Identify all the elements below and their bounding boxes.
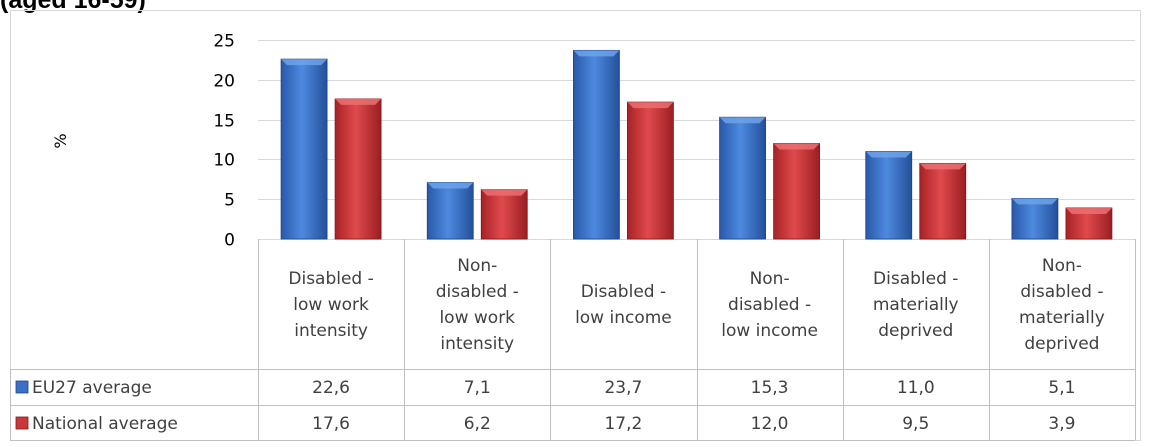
data-table-value: 7,1 bbox=[464, 378, 491, 398]
category-label: Non-disabled - materially deprived bbox=[1019, 256, 1105, 354]
y-tick-label: 10 bbox=[213, 151, 235, 171]
bar-eu27 bbox=[719, 116, 766, 240]
data-table-value: 11,0 bbox=[897, 378, 935, 398]
category-label-line: low work bbox=[293, 295, 369, 315]
data-table-value: 12,0 bbox=[751, 414, 789, 434]
bar-national bbox=[773, 143, 820, 240]
y-tick-label: 20 bbox=[213, 72, 235, 92]
bar-eu27 bbox=[865, 151, 913, 240]
data-table-value: 17,6 bbox=[312, 414, 350, 434]
y-axis-label: % bbox=[51, 133, 70, 148]
bar-bevel-top bbox=[719, 117, 766, 124]
category-label-line: Disabled - bbox=[288, 269, 373, 289]
bar-national bbox=[919, 162, 967, 240]
legend-label: National average bbox=[32, 414, 178, 434]
category-label-line: deprived bbox=[878, 321, 953, 341]
category-label-line: materially bbox=[1019, 308, 1105, 328]
category-label: Non-disabled - low income bbox=[721, 269, 818, 341]
bar-bevel-top bbox=[573, 50, 620, 57]
category-label-line: low work bbox=[439, 308, 515, 328]
category-label-line: intensity bbox=[294, 321, 368, 341]
category-label-line: low income bbox=[721, 321, 818, 341]
data-table-value: 17,2 bbox=[604, 414, 642, 434]
category-label: Disabled - materially deprived bbox=[873, 269, 959, 341]
category-label-line: Non- bbox=[1042, 256, 1082, 276]
data-table-value: 23,7 bbox=[604, 378, 642, 398]
y-tick-label: 5 bbox=[224, 191, 235, 211]
bar-bevel-top bbox=[281, 59, 328, 66]
category-label-line: materially bbox=[873, 295, 959, 315]
category-label-line: disabled - bbox=[728, 295, 811, 315]
data-table-value: 5,1 bbox=[1048, 378, 1075, 398]
bar-national bbox=[334, 98, 382, 240]
category-label-line: Non- bbox=[457, 256, 497, 276]
bar-eu27 bbox=[426, 182, 474, 240]
category-label-line: Disabled - bbox=[581, 282, 666, 302]
bar-eu27 bbox=[1011, 198, 1059, 240]
bar-national bbox=[627, 101, 674, 240]
bar-bevel-top bbox=[335, 98, 382, 105]
category-label-line: Non- bbox=[750, 269, 790, 289]
bar-eu27 bbox=[280, 58, 328, 240]
category-label-line: Disabled - bbox=[873, 269, 958, 289]
category-label-line: disabled - bbox=[1020, 282, 1103, 302]
category-label: Non-disabled - low work intensity bbox=[436, 256, 519, 354]
y-tick-label: 0 bbox=[224, 231, 235, 251]
data-table-value: 22,6 bbox=[312, 378, 350, 398]
category-label-line: low income bbox=[575, 308, 672, 328]
data-table-value: 15,3 bbox=[751, 378, 789, 398]
legend-label: EU27 average bbox=[32, 378, 152, 398]
y-tick-label: 15 bbox=[213, 112, 235, 132]
bar-bevel-top bbox=[481, 189, 528, 196]
data-table-value: 3,9 bbox=[1048, 414, 1075, 434]
legend-swatch-national bbox=[15, 416, 29, 430]
data-table-value: 9,5 bbox=[902, 414, 929, 434]
category-label-line: disabled - bbox=[436, 282, 519, 302]
y-tick-label: 25 bbox=[213, 32, 235, 52]
bar-bevel-top bbox=[1011, 198, 1058, 205]
data-table-value: 6,2 bbox=[464, 414, 491, 434]
category-label-line: intensity bbox=[440, 334, 514, 354]
bar-bevel-top bbox=[427, 182, 474, 189]
bar-national bbox=[480, 189, 528, 240]
bar-bevel-top bbox=[773, 143, 820, 150]
category-label-line: deprived bbox=[1024, 334, 1099, 354]
legend-swatch-eu27 bbox=[15, 380, 29, 394]
category-label: Disabled - low work intensity bbox=[288, 269, 373, 341]
bar-bevel-top bbox=[919, 163, 966, 170]
bar-bevel-top bbox=[1065, 207, 1112, 214]
bar-bevel-top bbox=[627, 102, 674, 109]
bar-eu27 bbox=[573, 49, 620, 240]
category-label: Disabled - low income bbox=[575, 282, 672, 328]
bar-bevel-top bbox=[865, 151, 912, 158]
